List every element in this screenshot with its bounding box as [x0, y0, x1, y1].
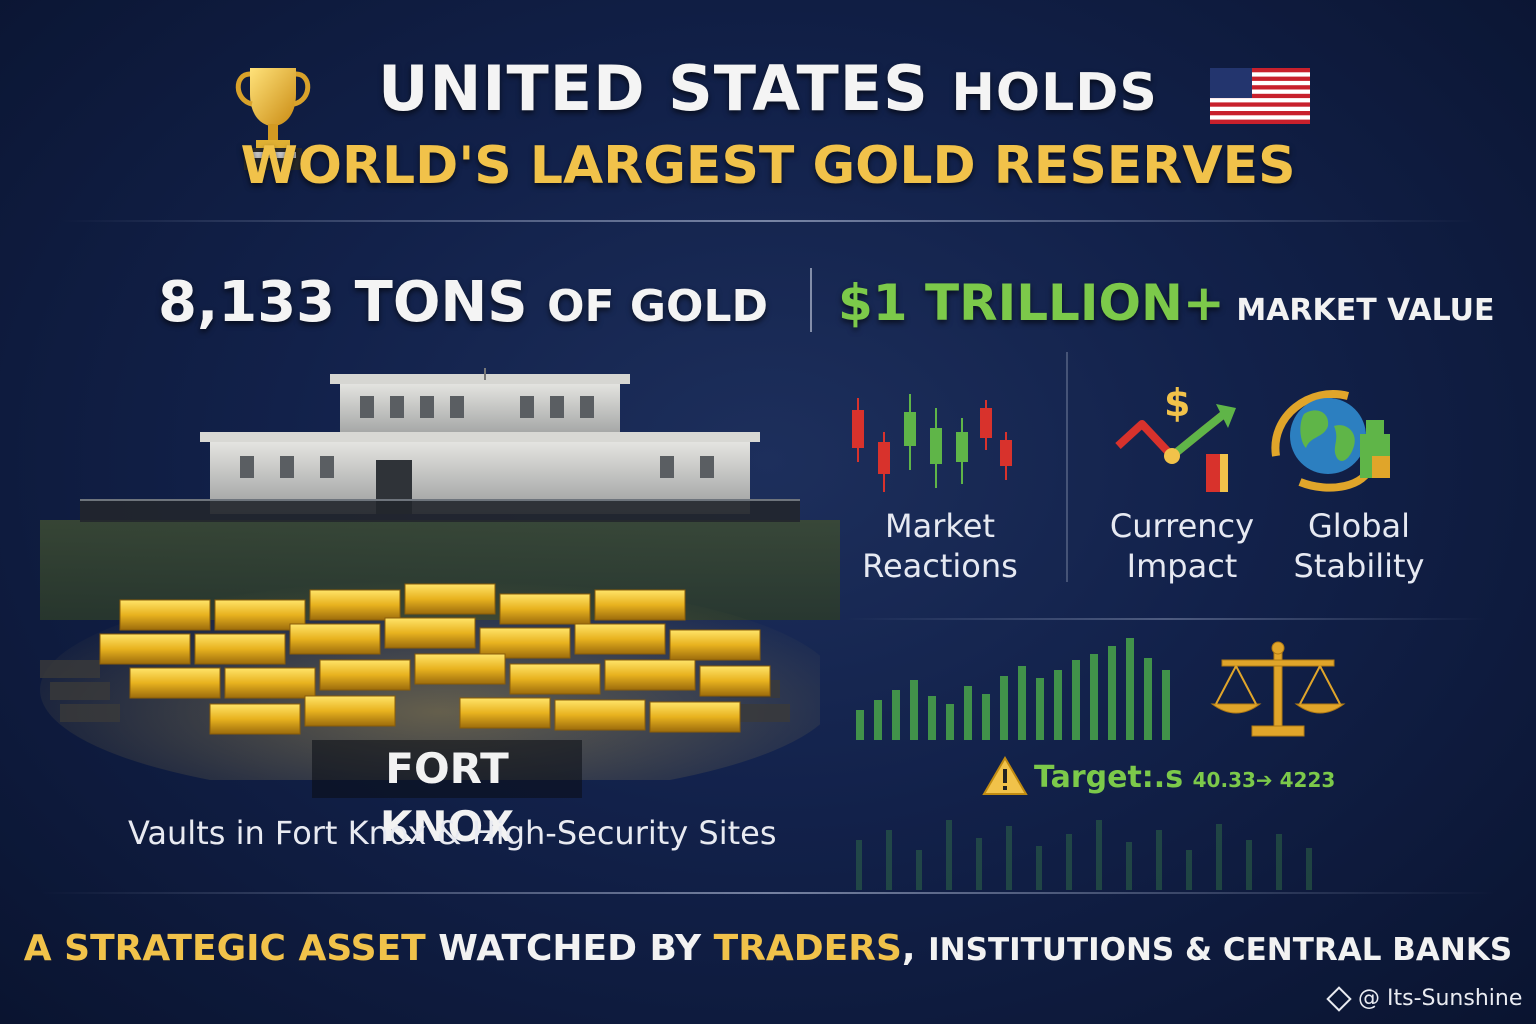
page-title: UNITED STATES HOLDS: [0, 52, 1536, 125]
value-suffix: MARKET VALUE: [1236, 293, 1495, 328]
gold-tonnage: 8,133 TONS OF GOLD: [158, 270, 768, 335]
diamond-logo-icon: [1326, 986, 1352, 1012]
target-label: Target:.s: [1034, 760, 1184, 795]
market-volume-bars: [846, 630, 1226, 740]
gold-bars-image: [40, 560, 840, 800]
title-verb: HOLDS: [951, 63, 1158, 123]
currency-trend-icon: $: [1112, 380, 1242, 496]
globe-icon: [1270, 386, 1400, 496]
feature-label-line1: Global: [1307, 507, 1411, 545]
market-value: $1 TRILLION+ MARKET VALUE: [838, 274, 1494, 332]
header-divider: [60, 220, 1476, 222]
feature-global-stability: Global Stability: [1266, 506, 1452, 586]
tagline-asset: A STRATEGIC ASSET: [23, 928, 426, 969]
tons-suffix: OF GOLD: [547, 281, 768, 332]
watermark-text: @ Its-Sunshine: [1358, 986, 1523, 1011]
feature-label-line1: Currency: [1109, 507, 1255, 545]
tagline: A STRATEGIC ASSET WATCHED BY TRADERS, IN…: [0, 928, 1536, 969]
tagline-comma: ,: [901, 928, 916, 969]
balance-scale-icon: [1208, 640, 1348, 740]
candlestick-chart-icon: [846, 388, 1016, 498]
target-values: 40.33➔ 4223: [1192, 768, 1336, 792]
feature-label-line2: Impact: [1126, 547, 1238, 585]
warning-icon: [982, 756, 1028, 796]
feature-label-line2: Stability: [1293, 547, 1425, 585]
feature-currency-impact: Currency Impact: [1086, 506, 1278, 586]
tagline-institutions: INSTITUTIONS & CENTRAL BANKS: [928, 932, 1513, 968]
tons-number: 8,133 TONS: [158, 270, 528, 335]
target-readout: Target:.s 40.33➔ 4223: [1034, 760, 1335, 795]
stats-divider: [810, 268, 812, 332]
feature-label-line1: Market: [885, 507, 995, 545]
feature-label-line2: Reactions: [862, 547, 1018, 585]
footer-divider: [40, 892, 1496, 894]
background-volume-bars: [846, 790, 1466, 890]
trophy-icon: [228, 64, 318, 174]
fort-knox-badge: FORT KNOX: [312, 740, 582, 851]
vaults-caption: Vaults in Fort Knox & High-Security Site…: [128, 814, 777, 852]
page-subtitle: WORLD'S LARGEST GOLD RESERVES: [240, 136, 1296, 196]
panel-divider: [846, 618, 1486, 620]
feature-divider: [1066, 352, 1068, 582]
watermark: @ Its-Sunshine: [1326, 986, 1523, 1012]
feature-market-reactions: Market Reactions: [830, 506, 1050, 586]
tagline-traders: TRADERS: [713, 928, 902, 969]
svg-text:$: $: [1164, 381, 1190, 425]
tagline-watched: WATCHED BY: [438, 928, 702, 969]
value-amount: $1 TRILLION+: [838, 274, 1225, 332]
title-country: UNITED STATES: [378, 52, 929, 125]
us-flag-icon: [1210, 68, 1310, 124]
